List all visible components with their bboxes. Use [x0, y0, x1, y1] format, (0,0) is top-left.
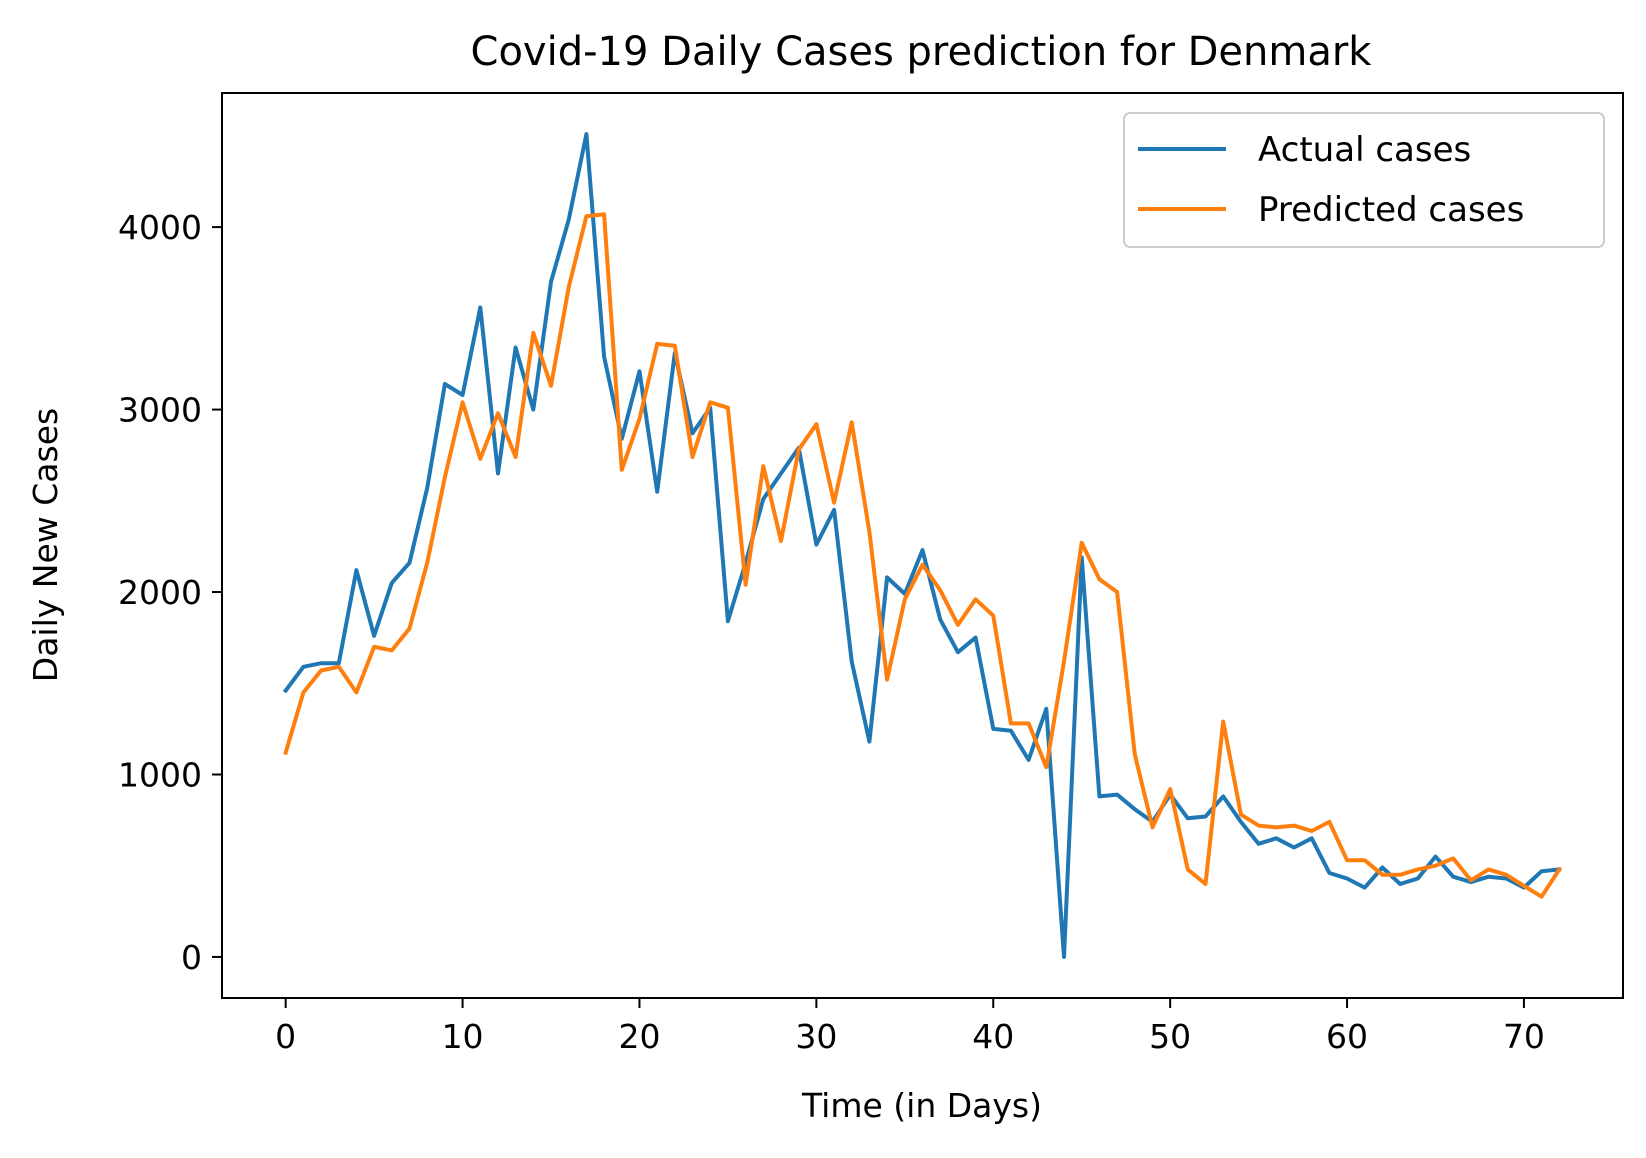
- y-tick-label: 1000: [118, 755, 202, 794]
- legend-label-predicted: Predicted cases: [1258, 190, 1524, 230]
- x-tick-label: 70: [1503, 1017, 1545, 1056]
- legend-label-actual: Actual cases: [1258, 130, 1471, 170]
- x-tick-label: 0: [275, 1017, 296, 1056]
- x-tick-label: 10: [442, 1017, 484, 1056]
- chart-title: Covid-19 Daily Cases prediction for Denm…: [471, 29, 1373, 75]
- legend-box: [1123, 112, 1605, 248]
- y-tick-label: 4000: [118, 208, 202, 247]
- y-tick-label: 2000: [118, 573, 202, 612]
- y-tick-label: 3000: [118, 391, 202, 430]
- x-tick-label: 40: [972, 1017, 1014, 1056]
- y-tick-label: 0: [181, 938, 202, 977]
- plot-marks: [282, 132, 1563, 959]
- x-tick-label: 60: [1326, 1017, 1368, 1056]
- x-tick-label: 30: [795, 1017, 837, 1056]
- axis-ticks: 0 10 20 30 40 50 60 70 0 1000 2000 3000 4000: [118, 208, 1545, 1056]
- series-line-actual: [282, 132, 1562, 959]
- x-tick-label: 20: [618, 1017, 660, 1056]
- y-axis-label: Daily New Cases: [26, 408, 65, 682]
- series-line-predicted: [283, 212, 1563, 899]
- x-tick-label: 50: [1149, 1017, 1191, 1056]
- plot-frame: [221, 92, 1624, 999]
- legend: Actual cases Predicted cases: [1123, 112, 1605, 248]
- x-axis-label: Time (in Days): [801, 1086, 1042, 1125]
